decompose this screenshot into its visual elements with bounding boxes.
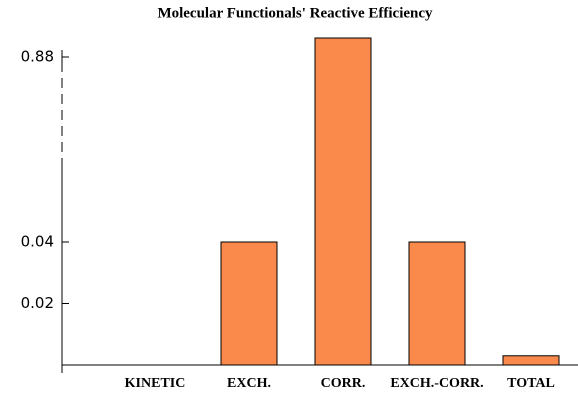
bar [408, 241, 466, 366]
x-tick-label: TOTAL [507, 376, 555, 391]
x-tick-label: KINETIC [125, 376, 186, 391]
x-tick-label: EXCH.-CORR. [390, 376, 483, 391]
bar [220, 241, 278, 366]
y-tick-label: 0.88 [21, 48, 54, 66]
chart-title: Molecular Functionals' Reactive Efficien… [157, 5, 433, 21]
y-tick-label: 0.02 [21, 294, 54, 312]
bar [502, 355, 560, 366]
x-tick-label: CORR. [321, 376, 366, 391]
y-tick-label: 0.04 [21, 233, 54, 251]
bar [314, 37, 372, 366]
x-tick-label: EXCH. [227, 376, 271, 391]
